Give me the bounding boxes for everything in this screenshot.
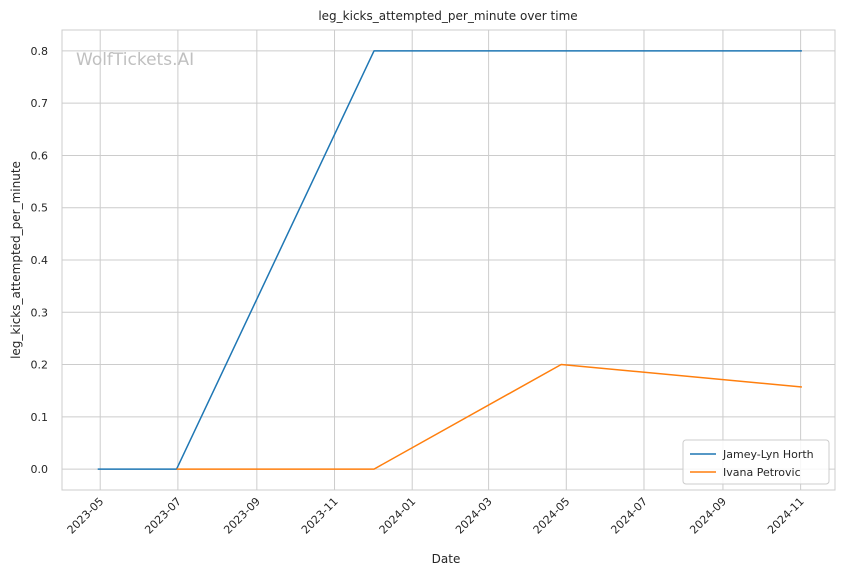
y-tick-label: 0.6 [31, 149, 49, 162]
watermark: WolfTickets.AI [76, 50, 194, 70]
legend-label: Jamey-Lyn Horth [722, 448, 814, 461]
series-line-0 [97, 50, 802, 470]
y-tick-label: 0.7 [31, 97, 49, 110]
x-tick-label: 2024-01 [377, 495, 419, 537]
x-tick-label: 2023-11 [299, 495, 341, 537]
y-tick-label: 0.0 [31, 463, 49, 476]
plot-area [61, 29, 836, 491]
legend-label: Ivana Petrovic [723, 466, 801, 479]
x-tick-label: 2023-09 [221, 495, 263, 537]
x-tick-label: 2024-09 [687, 495, 729, 537]
series-line-1 [176, 363, 802, 470]
x-tick-label: 2023-05 [65, 495, 107, 537]
y-tick-label: 0.4 [31, 254, 49, 267]
y-tick-label: 0.5 [31, 202, 49, 215]
legend-box [682, 439, 830, 485]
chart-title: leg_kicks_attempted_per_minute over time [318, 9, 577, 23]
x-tick-label: 2024-03 [453, 495, 495, 537]
x-tick-label: 2024-05 [531, 495, 573, 537]
grid-layer [62, 30, 835, 490]
y-tick-label: 0.2 [31, 359, 49, 372]
y-tick-label: 0.1 [31, 411, 49, 424]
x-axis-label: Date [432, 552, 461, 566]
y-tick-label: 0.8 [31, 45, 49, 58]
y-axis-label: leg_kicks_attempted_per_minute [9, 161, 23, 359]
y-tick-label: 0.3 [31, 306, 49, 319]
x-tick-label: 2023-07 [142, 495, 184, 537]
x-tick-label: 2024-11 [765, 495, 807, 537]
x-tick-label: 2024-07 [608, 495, 650, 537]
legend: Jamey-Lyn Horth Ivana Petrovic [682, 439, 830, 485]
series-layer [97, 50, 802, 470]
